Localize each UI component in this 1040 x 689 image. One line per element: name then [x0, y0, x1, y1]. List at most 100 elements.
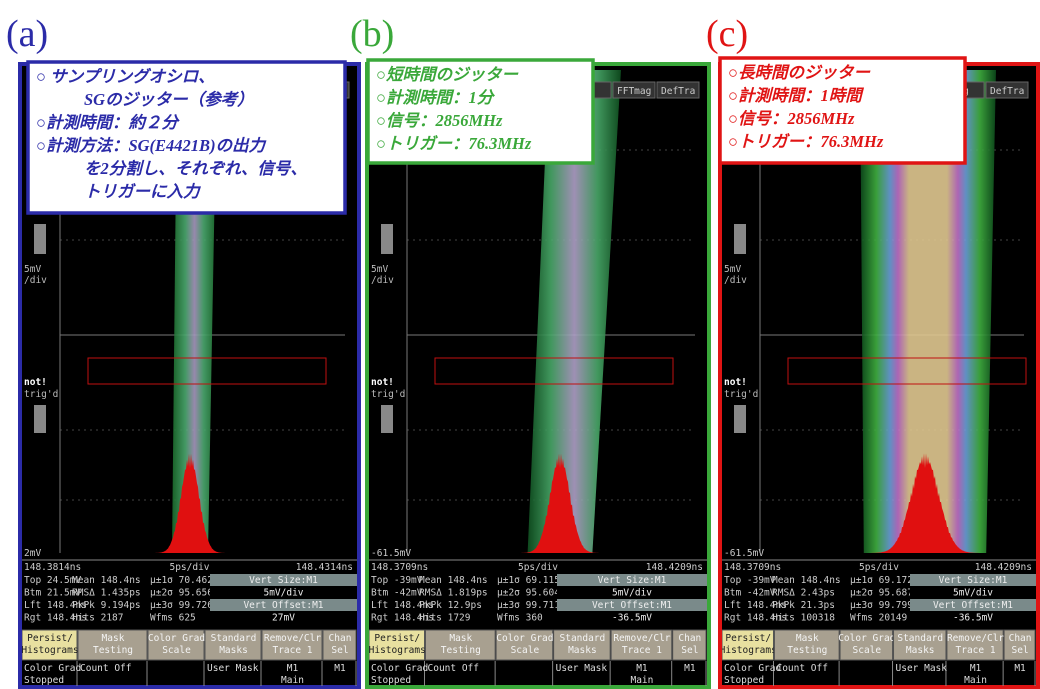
stat-value: Wfms 625 — [150, 613, 196, 624]
stat-value: 5mV/div — [612, 588, 652, 599]
softkey-label: Mask — [102, 633, 125, 644]
softkey-label: Color Grad — [496, 633, 553, 644]
status-label: Main — [964, 675, 987, 686]
stat-value: Vert Size:M1 — [249, 575, 318, 586]
note-line: ○トリガー：76.3MHz — [376, 134, 532, 153]
note-line: トリガーに入力 — [84, 182, 201, 201]
softkey-label: Testing — [93, 645, 133, 656]
side-label: trig'd — [371, 389, 405, 400]
softkey-label: Histograms — [21, 645, 78, 656]
status-label: Count Off — [80, 663, 131, 674]
softkey-label: Persist/ — [725, 633, 771, 644]
softkey-label: Persist/ — [374, 633, 420, 644]
status-label: Count Off — [776, 663, 827, 674]
status-label: Color Grad — [724, 663, 781, 674]
status-label: Stopped — [371, 675, 411, 686]
status-label: Color Grad — [24, 663, 81, 674]
status-label: M1 — [970, 663, 982, 674]
stat-value: -36.5mV — [953, 613, 993, 624]
stat-value: Top -39mV — [724, 575, 776, 586]
note-line: SGのジッター（参考） — [84, 90, 254, 109]
stat-value: Wfms 20149 — [850, 613, 907, 624]
scale-icon — [34, 224, 46, 254]
stat-value: µ±2σ 95.656% — [150, 588, 219, 599]
note-line: を2分割し、それぞれ、信号、 — [84, 159, 307, 178]
stat-value: Hits 100318 — [772, 613, 835, 624]
stat-value: Mean 148.4ns — [772, 575, 841, 586]
trigger-icon — [734, 405, 746, 433]
softkey-label: Histograms — [720, 645, 777, 656]
side-label: 5mV — [24, 264, 41, 275]
softkey-label: Chan — [329, 633, 352, 644]
panel-label: (c) — [706, 13, 748, 55]
softkey-label: Scale — [162, 645, 191, 656]
softkey-label: Testing — [441, 645, 481, 656]
status-label: M1 — [636, 663, 648, 674]
stat-value: PkPk 9.194ps — [72, 600, 141, 611]
stat-value: RMSΔ 1.435ps — [72, 588, 141, 599]
stat-value: Vert Offset:M1 — [592, 600, 672, 611]
softkey-label: Persist/ — [27, 633, 73, 644]
stat-value: µ±3σ 99.799% — [850, 600, 919, 611]
stat-value: µ±2σ 95.604% — [497, 588, 566, 599]
softkey-label: Mask — [796, 633, 819, 644]
softkey-label: Standard — [897, 633, 943, 644]
status-label: M1 — [334, 663, 346, 674]
side-label: /div — [371, 275, 394, 286]
softkey-label: Mask — [449, 633, 472, 644]
stat-value: µ±3σ 99.711% — [497, 600, 566, 611]
stat-value: RMSΔ 2.43ps — [772, 588, 835, 599]
note-line: ○短時間のジッター — [376, 65, 519, 84]
side-label: not! — [24, 377, 47, 388]
stat-value: RMSΔ 1.819ps — [419, 588, 488, 599]
stat-value: PkPk 21.3ps — [772, 600, 835, 611]
side-label: not! — [371, 377, 394, 388]
stat-value: Hits 1729 — [419, 613, 471, 624]
note-line: ○計測時間：1時間 — [728, 86, 864, 105]
stat-value: Hits 2187 — [72, 613, 123, 624]
status-label: Count Off — [428, 663, 479, 674]
stat-value: Vert Offset:M1 — [933, 600, 1013, 611]
softkey-label: Sel — [681, 645, 698, 656]
stat-value: µ±3σ 99.726% — [150, 600, 219, 611]
softkey-label: Sel — [1011, 645, 1028, 656]
side-label: /div — [724, 275, 747, 286]
stat-value: Mean 148.4ns — [419, 575, 488, 586]
stat-value: 27mV — [272, 613, 295, 624]
status-label: M1 — [684, 663, 696, 674]
softkey-label: Remove/Clr — [947, 633, 1004, 644]
side-label: not! — [724, 377, 747, 388]
stat-value: Btm -42mV — [371, 588, 423, 599]
scale-icon — [734, 224, 746, 254]
stat-value: -36.5mV — [612, 613, 652, 624]
softkey-label: Testing — [787, 645, 827, 656]
time-end: 148.4209ns — [975, 562, 1032, 573]
status-label: M1 — [287, 663, 299, 674]
stat-value: Vert Size:M1 — [598, 575, 667, 586]
status-label: User Mask — [207, 663, 259, 674]
time-start: 148.3709ns — [371, 562, 428, 573]
note-line: ○計測時間：約２分 — [36, 113, 180, 132]
softkey-label: Chan — [678, 633, 701, 644]
panel-label: (b) — [350, 13, 394, 55]
side-label: /div — [24, 275, 47, 286]
note-line: ○ サンプリングオシロ、 — [36, 67, 215, 86]
stat-value: µ±1σ 70.462% — [150, 575, 219, 586]
time-start: 148.3814ns — [24, 562, 81, 573]
stat-value: µ±1σ 69.115% — [497, 575, 566, 586]
side-label: 5mV — [371, 264, 388, 275]
time-end: 148.4314ns — [296, 562, 353, 573]
softkey-label: Standard — [560, 633, 606, 644]
softkey-label: Masks — [219, 645, 248, 656]
y-label: -61.5mV — [371, 548, 411, 559]
stat-value: PkPk 12.9ps — [419, 600, 482, 611]
note-line: ○信号：2856MHz — [376, 111, 503, 130]
stat-value: 5mV/div — [263, 588, 303, 599]
status-label: Color Grad — [371, 663, 428, 674]
stat-value: Vert Offset:M1 — [243, 600, 323, 611]
menu-label: FFTmag — [617, 86, 651, 97]
softkey-label: Trace 1 — [622, 645, 662, 656]
stat-value: 5mV/div — [953, 588, 993, 599]
status-label: M1 — [1014, 663, 1026, 674]
softkey-label: Color Grad — [148, 633, 205, 644]
